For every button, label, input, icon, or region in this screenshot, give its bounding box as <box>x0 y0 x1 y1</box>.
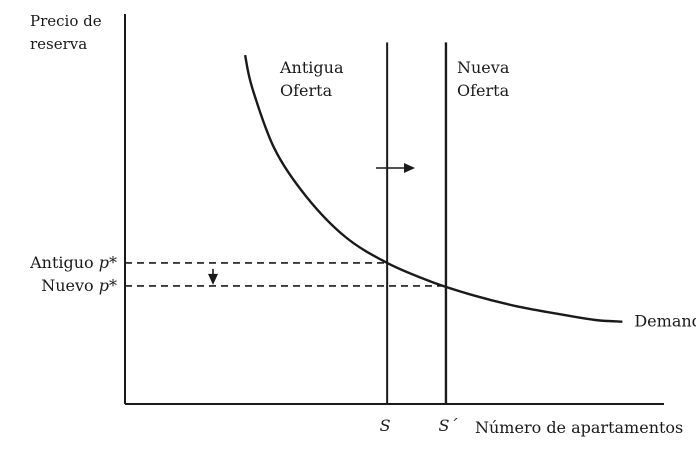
demand-curve <box>243 54 623 323</box>
new-supply-label-line2: Oferta <box>457 81 510 100</box>
new-price-label: Nuevo p* <box>41 276 117 295</box>
old-supply-label-line2: Oferta <box>280 81 333 100</box>
y-axis-label-line1: Precio de <box>30 12 102 30</box>
old-price-var: p* <box>99 253 117 272</box>
demand-label: Demanda <box>634 312 696 331</box>
x-tick-s-prime: S´ <box>438 416 458 435</box>
old-supply-label-line1: Antigua <box>279 58 344 77</box>
y-axis-label-line2: reserva <box>30 35 87 53</box>
old-price-label: Antiguo p* <box>29 253 117 272</box>
new-price-var: p* <box>99 276 117 295</box>
supply-shift-arrow-head <box>404 163 415 173</box>
x-tick-s: S <box>380 416 391 435</box>
x-axis-label: Número de apartamentos <box>475 418 683 437</box>
new-supply-label-line1: Nueva <box>457 58 510 77</box>
price-drop-arrow-head <box>208 273 218 285</box>
